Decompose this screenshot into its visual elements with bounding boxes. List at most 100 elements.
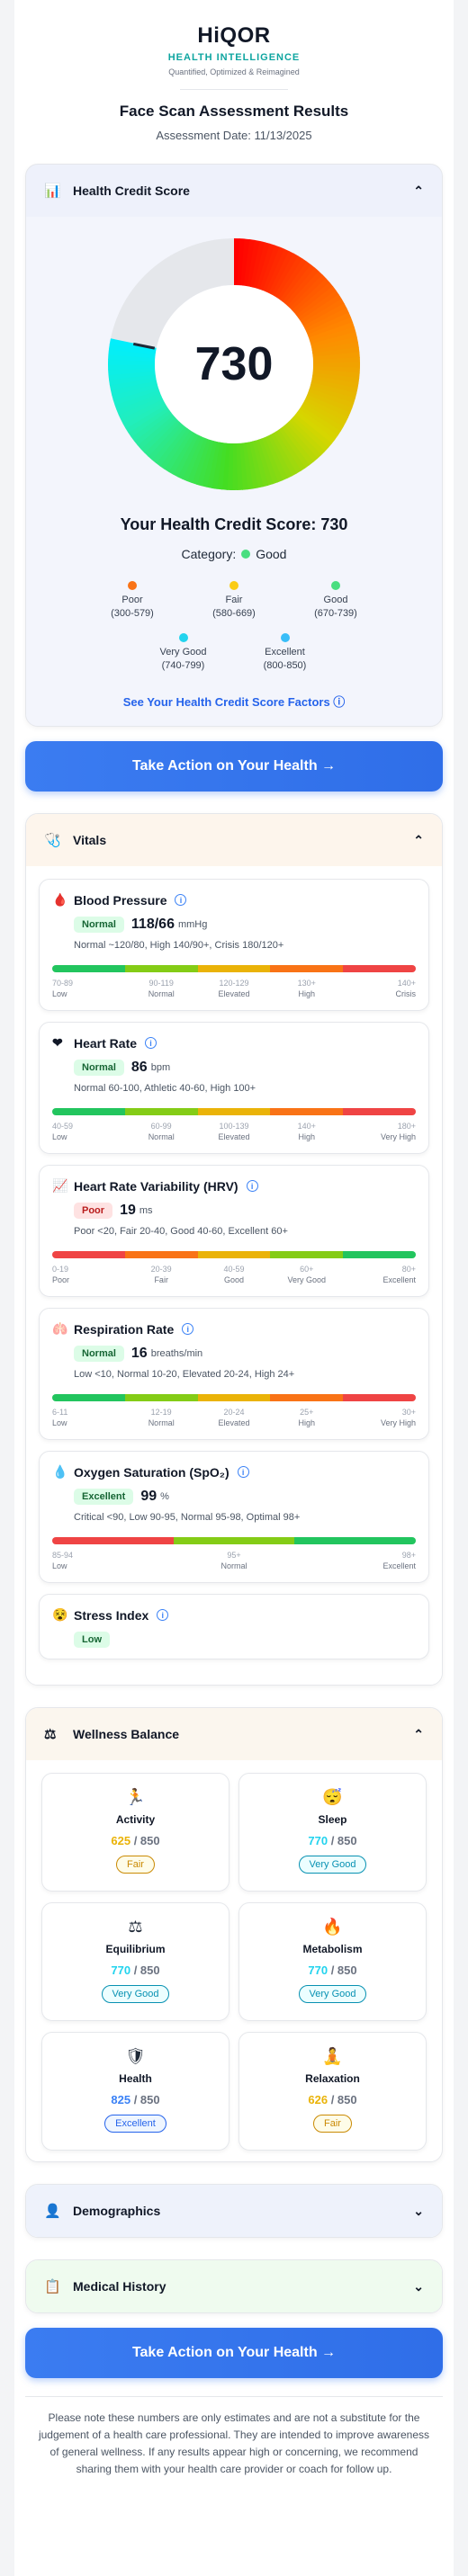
chevron-up-icon[interactable]: ⌃ [413, 1726, 424, 1741]
demographics-header[interactable]: 👤 Demographics ⌄ [26, 2185, 442, 2237]
wellness-item-activity[interactable]: 🏃 Activity 625 / 850 Fair [41, 1773, 230, 1892]
vitals-title: Vitals [73, 833, 107, 847]
vital-card: 😵 Stress Index i Low [39, 1594, 429, 1659]
range-tick-value: 85-94 [52, 1551, 74, 1560]
take-action-button-bottom[interactable]: Take Action on Your Health → [25, 2328, 443, 2378]
range-bar-segment [173, 1537, 295, 1544]
range-ticks: 0-19 Poor 20-39 Fair 40-59 Good 60+ Very Good 80… [52, 1264, 416, 1285]
range-tick: 120-129 Elevated [198, 978, 271, 999]
range-tick-value: 25+ [300, 1408, 314, 1417]
wellness-item-relaxation[interactable]: 🧘 Relaxation 626 / 850 Fair [238, 2032, 427, 2151]
status-badge: Poor [74, 1203, 113, 1219]
chevron-up-icon[interactable]: ⌃ [413, 183, 424, 198]
gauge-arc-segment [251, 440, 269, 487]
wellness-score-max: / 850 [330, 1834, 357, 1847]
info-icon[interactable]: i [182, 1323, 194, 1335]
gauge-arc-segment [292, 414, 332, 449]
range-tick: 140+ High [270, 1121, 343, 1142]
gauge-arc-segment [270, 433, 297, 477]
gauge-arc-segment [268, 250, 294, 295]
wellness-score: 825 / 850 [42, 2093, 229, 2106]
vital-range-bar [52, 1537, 416, 1544]
legend-dot [280, 633, 290, 642]
gauge-arc-segment [191, 438, 212, 485]
chevron-down-icon[interactable]: ⌄ [413, 2278, 424, 2294]
vital-name: Heart Rate [74, 1035, 138, 1051]
gauge-arc-segment [308, 321, 355, 342]
take-action-button[interactable]: Take Action on Your Health → [25, 741, 443, 792]
wellness-score-value: 770 [308, 1963, 328, 1977]
range-bar-segment [52, 965, 125, 972]
vital-title: ❤ Heart Rate i [52, 1035, 416, 1051]
brand-tagline: Quantified, Optimized & Reimagined [168, 67, 300, 76]
vitals-header[interactable]: 🩺 Vitals ⌃ [26, 814, 442, 866]
range-tick: 98+ Excellent [294, 1550, 416, 1571]
info-icon[interactable]: i [237, 1466, 249, 1478]
vital-name: Respiration Rate [74, 1321, 175, 1337]
vital-value: 19 [120, 1203, 136, 1218]
status-badge: Normal [74, 1060, 124, 1076]
lungs-icon: 🫁 [52, 1321, 68, 1336]
info-icon[interactable]: i [246, 1180, 258, 1192]
vital-name: Oxygen Saturation (SpO₂) [74, 1464, 230, 1480]
legend-range: (740-799) [161, 660, 205, 671]
range-tick-label: Low [52, 1132, 68, 1141]
wellness-item-metabolism[interactable]: 🔥 Metabolism 770 / 850 Very Good [238, 1902, 427, 2021]
wellness-name: Equilibrium [105, 1943, 166, 1955]
sleep-icon: 😴 [322, 1788, 343, 1806]
range-tick-value: 70-89 [52, 979, 74, 988]
wellness-score-value: 770 [111, 1963, 131, 1977]
gauge-arc-segment [116, 392, 162, 416]
gauge-arc-segment [303, 398, 348, 424]
wellness-balance-header[interactable]: ⚖ Wellness Balance ⌃ [26, 1708, 442, 1760]
chevron-down-icon[interactable]: ⌄ [413, 2203, 424, 2218]
range-tick: 6-11 Low [52, 1407, 125, 1428]
range-tick-value: 95+ [227, 1551, 241, 1560]
info-icon[interactable]: i [157, 1609, 169, 1621]
vital-name: Heart Rate Variability (HRV) [74, 1178, 238, 1194]
range-tick: 0-19 Poor [52, 1264, 125, 1285]
range-tick-label: Very High [380, 1418, 416, 1427]
range-tick-value: 60-99 [150, 1122, 172, 1131]
health-credit-score-header[interactable]: 📊 Health Credit Score ⌃ [26, 165, 442, 217]
info-icon[interactable]: i [145, 1037, 158, 1049]
brand-name: HiQOR [197, 23, 271, 48]
wellness-score-max: / 850 [330, 1963, 357, 1977]
medical-history-header[interactable]: 📋 Medical History ⌄ [26, 2260, 442, 2312]
info-icon[interactable]: i [175, 894, 187, 906]
score-gauge: 730 [99, 229, 369, 499]
gauge-arc-segment [109, 377, 157, 391]
balance-scale-icon: ⚖ [44, 1727, 57, 1742]
range-tick: 180+ Very High [343, 1121, 416, 1142]
vital-unit: bpm [150, 1062, 171, 1073]
range-bar-segment [124, 1394, 198, 1401]
gauge-arc-segment [231, 443, 238, 490]
range-tick-value: 40-59 [52, 1122, 74, 1131]
range-bar-segment [197, 965, 271, 972]
wellness-item-health[interactable]: 🛡 Health 825 / 850 Excellent [41, 2032, 230, 2151]
gauge-arc-segment [108, 348, 156, 359]
gauge-arc-segment [311, 372, 360, 384]
gauge-arc-segment [164, 430, 194, 472]
range-tick-value: 140+ [297, 1122, 316, 1131]
medical-history-card[interactable]: 📋 Medical History ⌄ [25, 2259, 443, 2313]
demographics-card[interactable]: 👤 Demographics ⌄ [25, 2184, 443, 2238]
chevron-up-icon[interactable]: ⌃ [413, 832, 424, 847]
gauge-arc-segment [310, 336, 358, 351]
legend-range: (300-579) [111, 608, 154, 619]
shield-icon: 🛡 [125, 2047, 146, 2065]
score-factors-link[interactable]: See Your Health Credit Score Factors ⓘ [26, 693, 442, 710]
vital-reading: Low [52, 1632, 416, 1648]
gauge-arc-segment [120, 398, 165, 425]
medical-history-title: Medical History [73, 2279, 166, 2294]
wellness-item-sleep[interactable]: 😴 Sleep 770 / 850 Very Good [238, 1773, 427, 1892]
legend-range: (670-739) [314, 608, 357, 619]
range-bar-segment [270, 1108, 344, 1115]
gauge-arc-segment [301, 403, 344, 432]
gauge-arc-segment [310, 331, 357, 348]
wellness-item-equilibrium[interactable]: ⚖ Equilibrium 770 / 850 Very Good [41, 1902, 230, 2021]
gauge-arc-segment [302, 299, 345, 326]
vital-range-bar [52, 1108, 416, 1115]
legend-label: Poor [122, 595, 143, 605]
gauge-arc-segment [108, 343, 157, 355]
